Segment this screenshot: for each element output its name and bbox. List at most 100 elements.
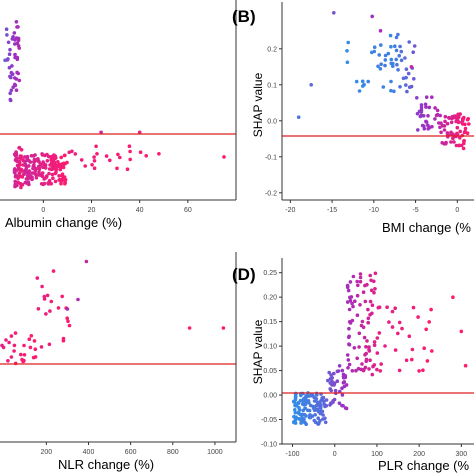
data-point: [13, 331, 18, 335]
panel-b-x-ticks: -20 -15 -10 -5 0: [285, 200, 459, 214]
data-point: [12, 343, 17, 348]
data-point: [60, 162, 64, 166]
data-point: [13, 42, 17, 46]
data-point: [7, 52, 12, 56]
panel-a-x-ticks: 0 20 40 60: [41, 200, 192, 214]
panel-d-x-ticks: -100 0 100 200 300: [286, 444, 467, 458]
data-point: [13, 179, 17, 184]
x-tick-label: 600: [125, 449, 137, 456]
data-point: [433, 106, 437, 110]
data-point: [454, 143, 459, 148]
data-point: [404, 83, 408, 87]
data-point: [115, 166, 119, 171]
panel-a-x-label: Albumin change (%): [5, 215, 122, 230]
data-point: [9, 70, 14, 75]
data-point: [358, 303, 362, 307]
data-point: [388, 33, 393, 38]
data-point: [343, 406, 348, 410]
data-point: [368, 358, 372, 363]
data-point: [51, 176, 55, 180]
data-point: [297, 417, 301, 421]
data-point: [378, 67, 383, 71]
data-point: [372, 343, 377, 348]
data-point: [320, 396, 324, 400]
data-point: [298, 412, 302, 417]
data-point: [322, 399, 326, 404]
panel-d-plr: -100 0 100 200 300 -0.10 -0.05 0.00 0.05 0.10 0.1…: [232, 258, 474, 473]
data-point: [315, 400, 320, 405]
data-point: [307, 408, 312, 413]
data-point: [12, 168, 17, 173]
y-tick-label: -0.10: [261, 442, 277, 449]
data-point: [439, 130, 443, 135]
data-point: [366, 320, 371, 325]
data-point: [395, 62, 399, 67]
data-point: [337, 401, 342, 406]
data-point: [66, 319, 70, 324]
data-point: [386, 51, 391, 56]
data-point: [345, 49, 349, 53]
data-point: [12, 349, 16, 353]
data-point: [8, 97, 13, 102]
data-point: [366, 316, 371, 321]
data-point: [364, 357, 369, 362]
panel-b-x-label: BMI change (%: [382, 220, 471, 235]
data-point: [415, 96, 419, 100]
data-point: [17, 46, 22, 50]
x-tick-label: -5: [412, 207, 418, 214]
data-point: [355, 313, 360, 318]
data-point: [311, 406, 316, 410]
data-point: [383, 344, 387, 348]
data-point: [307, 401, 311, 405]
data-point: [460, 120, 464, 125]
data-point: [378, 369, 383, 373]
data-point: [345, 300, 350, 304]
data-point: [416, 315, 420, 319]
data-point: [34, 175, 39, 180]
data-point: [375, 367, 379, 372]
data-point: [8, 74, 12, 79]
data-point: [449, 120, 454, 125]
data-point: [4, 27, 9, 32]
y-tick-label: 0.1: [267, 82, 277, 89]
data-point: [22, 353, 27, 357]
data-point: [293, 408, 297, 412]
data-point: [40, 284, 44, 289]
panel-c-x-ticks: 200 400 600 800 1000: [41, 442, 223, 456]
data-point: [419, 105, 424, 110]
data-point: [347, 362, 352, 367]
data-point: [36, 307, 41, 311]
data-point: [9, 334, 14, 338]
data-point: [33, 347, 38, 352]
data-point: [394, 57, 399, 62]
data-point: [23, 162, 28, 166]
data-point: [321, 413, 325, 417]
data-point: [456, 112, 460, 117]
data-point: [369, 288, 374, 293]
data-point: [57, 174, 61, 178]
x-tick-label: -100: [286, 451, 300, 458]
data-point: [391, 64, 395, 68]
data-point: [442, 128, 447, 132]
data-point: [362, 82, 366, 87]
data-point: [303, 402, 308, 406]
data-point: [12, 31, 17, 35]
data-point: [293, 421, 298, 425]
data-point: [393, 44, 397, 48]
data-point: [301, 399, 305, 403]
data-point: [365, 339, 369, 343]
data-point: [412, 44, 417, 48]
panel-b-bmi: -20 -15 -10 -5 0 -0.2 -0.1 0.0 0.1 0.2 (B) SHAP …: [232, 2, 474, 235]
data-point: [379, 43, 383, 47]
data-point: [462, 138, 466, 143]
data-point: [369, 278, 373, 283]
data-point: [13, 158, 18, 162]
data-point: [70, 149, 74, 154]
data-point: [11, 85, 15, 89]
data-point: [17, 78, 22, 83]
data-point: [404, 75, 408, 80]
data-point: [9, 88, 14, 93]
data-point: [367, 347, 371, 352]
data-point: [302, 417, 306, 421]
data-point: [465, 117, 470, 122]
